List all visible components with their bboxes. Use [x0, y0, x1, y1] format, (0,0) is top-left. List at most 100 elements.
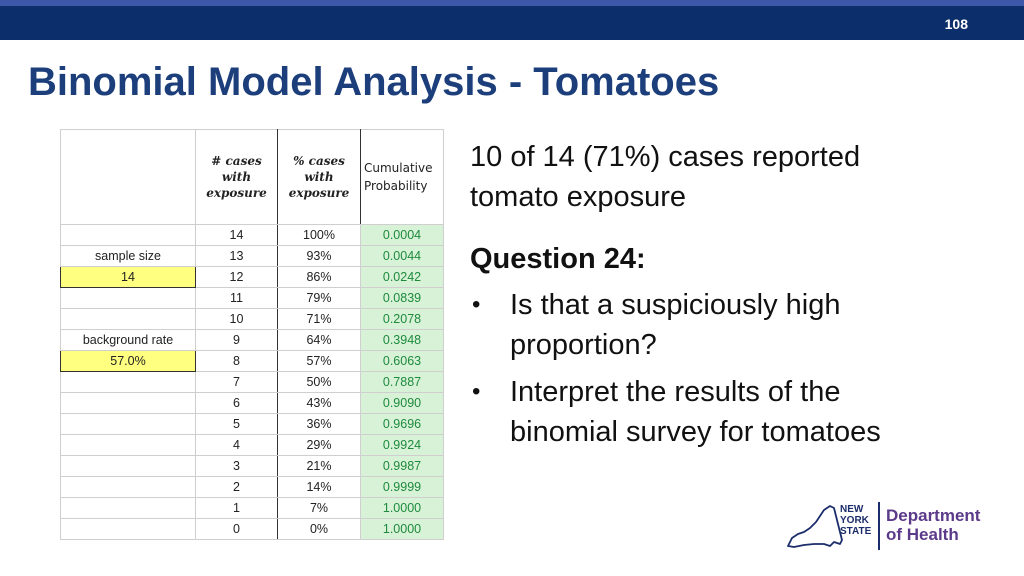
percent-cell: 43%: [277, 392, 361, 414]
side-empty-cell: [60, 224, 196, 246]
percent-cell: 100%: [277, 224, 361, 246]
exposure-stat-line2: tomato exposure: [470, 181, 687, 213]
side-empty-cell: [60, 287, 196, 309]
side-empty-cell: [60, 392, 196, 414]
side-empty-cell: [60, 371, 196, 393]
percent-cell: 50%: [277, 371, 361, 393]
percent-cell: 86%: [277, 266, 361, 288]
cases-cell: 3: [195, 455, 278, 477]
header-pct-cases-with-exposure: % cases with exposure: [277, 129, 361, 225]
table-row: 0 0% 1.0000: [60, 518, 444, 540]
bullet-item: • Is that a suspiciously high proportion…: [470, 285, 990, 365]
side-empty-cell: [60, 476, 196, 498]
table-row: 57.0% 8 57% 0.6063: [60, 350, 444, 372]
question-heading: Question 24:: [470, 243, 646, 275]
percent-cell: 79%: [277, 287, 361, 309]
sample-size-label: sample size: [60, 245, 196, 267]
percent-cell: 93%: [277, 245, 361, 267]
cases-cell: 1: [195, 497, 278, 519]
binomial-table: # cases with exposure % cases with expos…: [60, 129, 444, 540]
table-row: 6 43% 0.9090: [60, 392, 444, 414]
cumulative-probability-cell: 0.0839: [360, 287, 444, 309]
header-bar: 108: [0, 0, 1024, 40]
cumulative-probability-cell: 0.0044: [360, 245, 444, 267]
percent-cell: 29%: [277, 434, 361, 456]
cumulative-probability-cell: 1.0000: [360, 497, 444, 519]
cumulative-probability-cell: 0.9924: [360, 434, 444, 456]
side-empty-cell: [60, 455, 196, 477]
header-cases-with-exposure: # cases with exposure: [195, 129, 278, 225]
cases-cell: 9: [195, 329, 278, 351]
cases-cell: 14: [195, 224, 278, 246]
table-row: 1 7% 1.0000: [60, 497, 444, 519]
table-row: 10 71% 0.2078: [60, 308, 444, 330]
logo-divider: [878, 502, 880, 550]
slide-number: 108: [944, 16, 968, 32]
header-empty-cell: [60, 129, 196, 225]
percent-cell: 64%: [277, 329, 361, 351]
cumulative-probability-cell: 0.2078: [360, 308, 444, 330]
cumulative-probability-cell: 0.3948: [360, 329, 444, 351]
cumulative-probability-cell: 0.9696: [360, 413, 444, 435]
side-empty-cell: [60, 413, 196, 435]
side-empty-cell: [60, 518, 196, 540]
cases-cell: 4: [195, 434, 278, 456]
sample-size-value: 14: [60, 266, 196, 288]
percent-cell: 57%: [277, 350, 361, 372]
table-row: 14 12 86% 0.0242: [60, 266, 444, 288]
exposure-stat: 10 of 14 (71%) cases reported tomato exp…: [470, 137, 990, 217]
table-row: sample size 13 93% 0.0044: [60, 245, 444, 267]
cases-cell: 10: [195, 308, 278, 330]
question-bullets: • Is that a suspiciously high proportion…: [470, 285, 990, 452]
table-row: 2 14% 0.9999: [60, 476, 444, 498]
bullet-item: • Interpret the results of the binomial …: [470, 372, 990, 452]
percent-cell: 71%: [277, 308, 361, 330]
table-row: 11 79% 0.0839: [60, 287, 444, 309]
slide-title: Binomial Model Analysis - Tomatoes: [28, 60, 720, 104]
bullet-dot-icon: •: [472, 291, 481, 318]
table-row: background rate 9 64% 0.3948: [60, 329, 444, 351]
cases-cell: 7: [195, 371, 278, 393]
cases-cell: 6: [195, 392, 278, 414]
table-row: 7 50% 0.7887: [60, 371, 444, 393]
percent-cell: 0%: [277, 518, 361, 540]
department-of-health-wordmark: Department of Health: [886, 506, 981, 544]
table-header-row: # cases with exposure % cases with expos…: [60, 129, 444, 225]
new-york-state-wordmark: NEW YORK STATE: [840, 504, 872, 537]
cumulative-probability-cell: 0.9999: [360, 476, 444, 498]
table-row: 14 100% 0.0004: [60, 224, 444, 246]
background-rate-value: 57.0%: [60, 350, 196, 372]
cumulative-probability-cell: 1.0000: [360, 518, 444, 540]
background-rate-label: background rate: [60, 329, 196, 351]
cumulative-probability-cell: 0.9090: [360, 392, 444, 414]
cumulative-probability-cell: 0.0004: [360, 224, 444, 246]
cases-cell: 2: [195, 476, 278, 498]
cumulative-probability-cell: 0.6063: [360, 350, 444, 372]
table-row: 5 36% 0.9696: [60, 413, 444, 435]
cases-cell: 11: [195, 287, 278, 309]
percent-cell: 36%: [277, 413, 361, 435]
cases-cell: 12: [195, 266, 278, 288]
table-row: 3 21% 0.9987: [60, 455, 444, 477]
side-empty-cell: [60, 434, 196, 456]
side-empty-cell: [60, 497, 196, 519]
cumulative-probability-cell: 0.7887: [360, 371, 444, 393]
percent-cell: 7%: [277, 497, 361, 519]
header-accent-stripe: [0, 0, 1024, 6]
header-cumulative-probability: Cumulative Probability: [360, 129, 444, 225]
side-empty-cell: [60, 308, 196, 330]
percent-cell: 21%: [277, 455, 361, 477]
nys-department-of-health-logo: NEW YORK STATE Department of Health: [784, 500, 994, 556]
cumulative-probability-cell: 0.9987: [360, 455, 444, 477]
cases-cell: 5: [195, 413, 278, 435]
cases-cell: 13: [195, 245, 278, 267]
cases-cell: 0: [195, 518, 278, 540]
cases-cell: 8: [195, 350, 278, 372]
percent-cell: 14%: [277, 476, 361, 498]
new-york-state-map-icon: [787, 505, 843, 548]
table-row: 4 29% 0.9924: [60, 434, 444, 456]
exposure-stat-line1: 10 of 14 (71%) cases reported: [470, 141, 861, 173]
slide-content: 10 of 14 (71%) cases reported tomato exp…: [470, 137, 990, 459]
cumulative-probability-cell: 0.0242: [360, 266, 444, 288]
bullet-dot-icon: •: [472, 378, 481, 405]
